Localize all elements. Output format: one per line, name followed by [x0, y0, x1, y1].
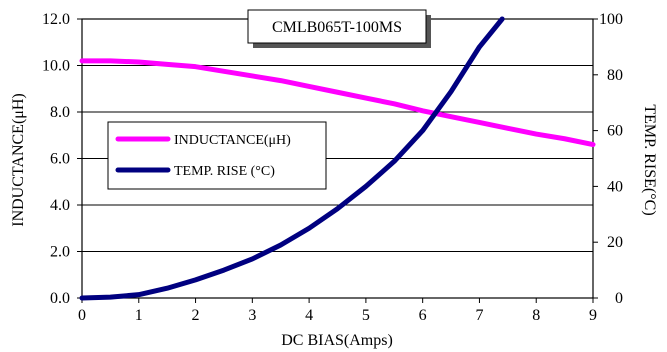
x-axis-title: DC BIAS(Amps) [281, 332, 393, 349]
y-right-tick-label-0: 0 [615, 290, 623, 307]
y-left-axis-title: INDUCTANCE(μH) [10, 93, 27, 227]
series-lines [79, 16, 596, 301]
legend-label-inductance: INDUCTANCE(μH) [174, 133, 291, 148]
legend-box [107, 121, 327, 190]
x-tick-label-5: 5 [362, 307, 370, 324]
x-tick-label-3: 3 [248, 307, 256, 324]
y-right-tick-label-5: 100 [599, 11, 623, 28]
y-right-tick-label-3: 60 [607, 123, 623, 140]
x-tick-label-6: 6 [419, 307, 427, 324]
y-right-tick-label-1: 20 [607, 234, 623, 251]
y-left-tick-label-1: 2.0 [50, 244, 70, 261]
legend-label-temp-rise: TEMP. RISE (°C) [174, 164, 275, 179]
legend: INDUCTANCE(μH) TEMP. RISE (°C) [107, 121, 327, 190]
chart-title-box: CMLB065T-100MS [247, 9, 431, 48]
x-tick-label-2: 2 [192, 307, 200, 324]
x-tick-label-1: 1 [135, 307, 143, 324]
y-left-tick-label-6: 12.0 [42, 11, 70, 28]
x-tick-label-7: 7 [475, 307, 483, 324]
series-line-0 [79, 58, 596, 148]
x-tick-label-8: 8 [532, 307, 540, 324]
y-left-tick-label-4: 8.0 [50, 104, 70, 121]
y-right-tick-label-2: 40 [607, 178, 623, 195]
x-tick-label-4: 4 [305, 307, 313, 324]
chart-title: CMLB065T-100MS [272, 19, 402, 36]
y-left-tick-label-3: 6.0 [50, 151, 70, 168]
x-tick-label-0: 0 [78, 307, 86, 324]
series-line-1 [79, 16, 505, 301]
tick-labels: 0 1 2 3 4 5 6 7 8 9 0.0 2.0 4.0 6.0 8.0 10.0 12.0 0 20 40 60… [42, 11, 623, 324]
y-left-tick-label-5: 10.0 [42, 58, 70, 75]
y-right-tick-label-4: 80 [607, 67, 623, 84]
y-right-axis-title: TEMP. RISE(°C) [641, 104, 658, 215]
y-left-tick-label-2: 4.0 [50, 197, 70, 214]
x-tick-label-9: 9 [589, 307, 597, 324]
y-left-tick-label-0: 0.0 [50, 290, 70, 307]
